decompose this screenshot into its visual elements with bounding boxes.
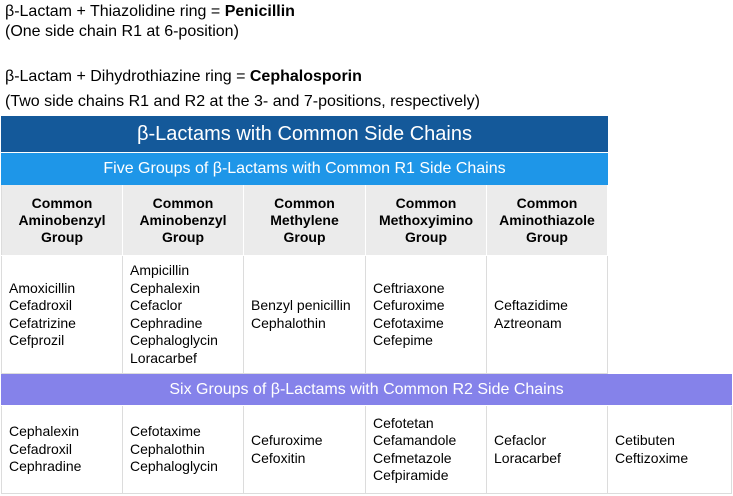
r2-cell-5: Cetibuten Ceftizoxime xyxy=(608,406,732,494)
r1-cell-2: Benzyl penicillin Cephalothin xyxy=(244,256,366,374)
intro-penicillin-term: Penicillin xyxy=(224,3,295,20)
intro-line-penicillin-note: (One side chain R1 at 6-position) xyxy=(5,23,239,40)
table-title: β-Lactams with Common Side Chains xyxy=(1,116,608,152)
intro-line-penicillin: β-Lactam + Thiazolidine ring = Penicilli… xyxy=(5,2,295,21)
intro-penicillin-prefix: β-Lactam + Thiazolidine ring = xyxy=(5,3,225,20)
r2-cell-3: Cefotetan Cefamandole Cefmetazole Cefpirami… xyxy=(366,406,487,494)
r1-cell-0: Amoxicillin Cefadroxil Cefatrizine Cefprozi… xyxy=(1,256,123,374)
intro-cephalosporin-term: Cephalosporin xyxy=(249,68,362,85)
intro-line-cephalosporin-note: (Two side chains R1 and R2 at the 3- and… xyxy=(5,93,480,110)
r2-cell-0: Cephalexin Cefadroxil Cephradine xyxy=(1,406,123,494)
r1-section-title: Five Groups of β-Lactams with Common R1 … xyxy=(1,153,608,185)
r1-cell-4: Ceftazidime Aztreonam xyxy=(487,256,608,374)
r1-header-0: Common Aminobenzyl Group xyxy=(1,185,123,255)
r1-header-1: Common Aminobenzyl Group xyxy=(123,185,244,255)
r2-cell-2: Cefuroxime Cefoxitin xyxy=(244,406,366,494)
r1-header-3: Common Methoxyimino Group xyxy=(366,185,487,255)
r2-cell-1: Cefotaxime Cephalothin Cephaloglycin xyxy=(123,406,244,494)
intro-line-cephalosporin: β-Lactam + Dihydrothiazine ring = Cephal… xyxy=(5,67,362,86)
r1-cell-3: Ceftriaxone Cefuroxime Cefotaxime Cefepime xyxy=(366,256,487,374)
r2-cell-4: Cefaclor Loracarbef xyxy=(487,406,608,494)
r2-section-title: Six Groups of β-Lactams with Common R2 S… xyxy=(1,374,732,405)
r1-cell-1: Ampicillin Cephalexin Cefaclor Cephradine Ce… xyxy=(123,256,244,374)
intro-cephalosporin-prefix: β-Lactam + Dihydrothiazine ring = xyxy=(5,68,250,85)
r1-header-4: Common Aminothiazole Group xyxy=(487,185,608,255)
r1-header-2: Common Methylene Group xyxy=(244,185,366,255)
